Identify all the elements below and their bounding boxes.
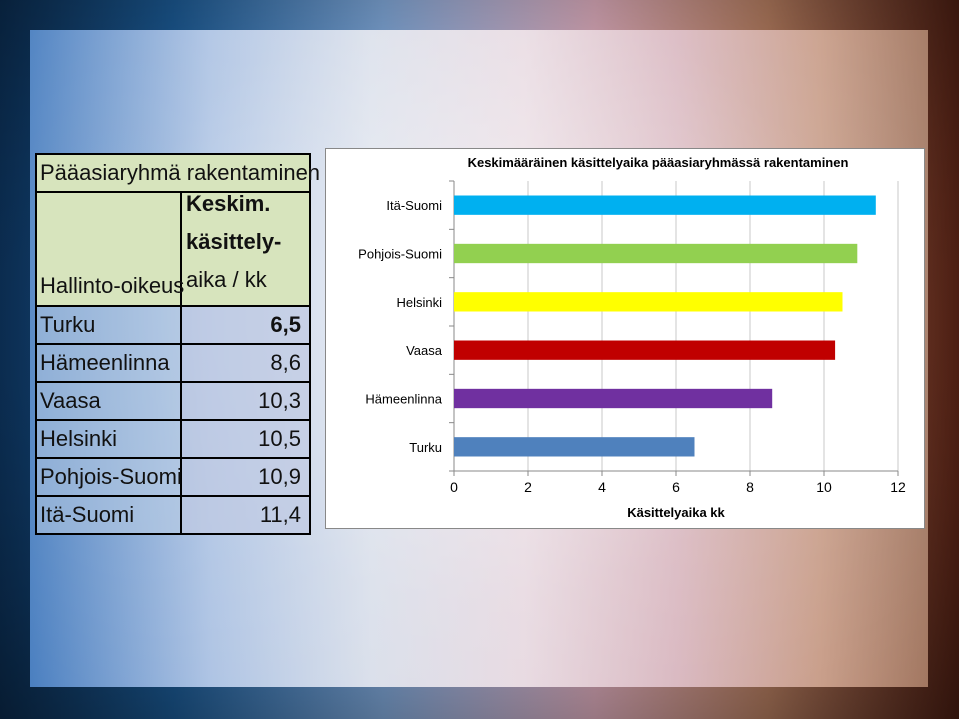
table-row: Vaasa 10,3 [37, 381, 309, 419]
row-time: 10,9 [258, 464, 301, 489]
table-title-row: Pääasiaryhmä rakentaminen [37, 155, 320, 191]
x-tick-label: 8 [746, 479, 754, 495]
bar-it-suomi [454, 195, 876, 215]
bar-turku [454, 437, 695, 457]
x-axis-label: Käsittelyaika kk [627, 505, 725, 520]
y-category-label: Hämeenlinna [365, 392, 442, 407]
y-category-label: Vaasa [406, 343, 443, 358]
table-title: Pääasiaryhmä rakentaminen [40, 160, 321, 185]
row-court: Itä-Suomi [40, 502, 135, 527]
y-category-label: Helsinki [396, 295, 442, 310]
row-time: 10,3 [258, 388, 301, 413]
table-row: Itä-Suomi 11,4 [37, 495, 309, 533]
y-category-label: Pohjois-Suomi [358, 247, 442, 262]
x-tick-label: 10 [816, 479, 832, 495]
header-time-line-3: aika / kk [186, 267, 267, 292]
bar-chart-svg: Keskimääräinen käsittelyaika pääasiaryhm… [358, 155, 906, 520]
y-category-label: Itä-Suomi [386, 198, 442, 213]
bar-chart: Keskimääräinen käsittelyaika pääasiaryhm… [325, 148, 925, 529]
table-row: Helsinki 10,5 [37, 419, 309, 457]
chart-title: Keskimääräinen käsittelyaika pääasiaryhm… [468, 155, 849, 170]
row-court: Hämeenlinna [40, 350, 170, 375]
row-court: Pohjois-Suomi [40, 464, 182, 489]
row-court: Turku [40, 312, 96, 337]
row-time: 11,4 [259, 502, 301, 527]
row-time: 6,5 [270, 312, 301, 337]
bar-pohjois-suomi [454, 243, 858, 264]
processing-time-table: Pääasiaryhmä rakentaminen Hallinto-oikeu… [35, 153, 320, 535]
table-row: Hämeenlinna 8,6 [37, 343, 309, 381]
row-time: 10,5 [258, 426, 301, 451]
table-row: Pohjois-Suomi 10,9 [37, 457, 309, 495]
bar-vaasa [454, 340, 836, 360]
row-court: Helsinki [40, 426, 118, 451]
header-time-line-1: Keskim. [186, 191, 271, 216]
header-court: Hallinto-oikeus [40, 273, 185, 298]
x-tick-label: 4 [598, 479, 606, 495]
row-time: 8,6 [270, 350, 301, 375]
x-tick-label: 0 [450, 479, 458, 495]
x-tick-label: 2 [524, 479, 532, 495]
bar-helsinki [454, 292, 843, 312]
x-tick-label: 6 [672, 479, 680, 495]
y-category-label: Turku [409, 440, 442, 455]
bar-h-meenlinna [454, 388, 773, 409]
row-court: Vaasa [40, 388, 101, 413]
table-row: Turku 6,5 [37, 305, 309, 343]
table-header-row: Hallinto-oikeus Keskim. käsittely- aika … [37, 191, 309, 305]
x-tick-label: 12 [890, 479, 906, 495]
header-time-line-2: käsittely- [186, 229, 282, 254]
